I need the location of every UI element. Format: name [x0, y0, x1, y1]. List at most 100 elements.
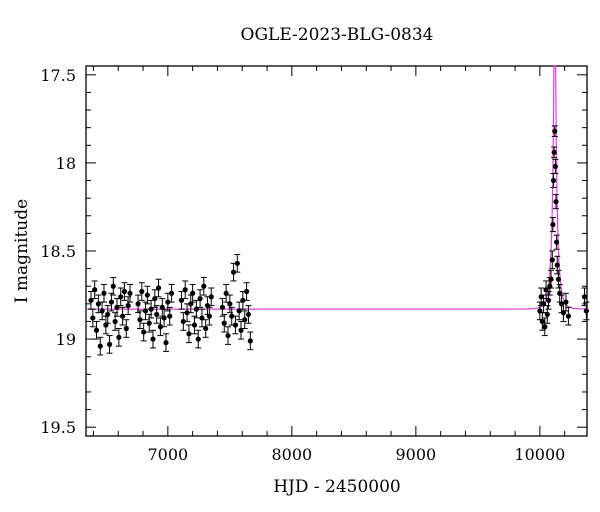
y-tick-label: 17.5: [40, 66, 76, 85]
data-point: [243, 282, 250, 301]
data-point: [162, 333, 169, 352]
data-point: [247, 331, 254, 351]
point-marker: [234, 260, 240, 266]
point-marker: [92, 287, 98, 293]
data-point: [562, 292, 569, 312]
point-marker: [99, 308, 105, 314]
data-point: [157, 317, 164, 337]
point-marker: [195, 336, 201, 342]
point-marker: [550, 177, 557, 184]
data-point: [87, 291, 94, 310]
data-point: [241, 310, 248, 330]
data-point: [168, 283, 175, 303]
x-axis-label: HJD - 2450000: [273, 477, 401, 497]
point-marker: [142, 308, 149, 314]
x-tick-label: 10000: [514, 445, 565, 464]
point-marker: [112, 318, 118, 325]
data-point: [551, 125, 558, 137]
point-marker: [139, 288, 145, 295]
data-point: [93, 320, 100, 340]
point-marker: [545, 297, 552, 303]
point-marker: [242, 317, 248, 323]
data-point: [104, 305, 111, 324]
data-point: [245, 305, 252, 324]
point-marker: [108, 299, 115, 305]
data-point: [219, 298, 226, 317]
y-tick-label: 19: [56, 330, 76, 349]
point-marker: [565, 313, 571, 319]
point-marker: [197, 295, 203, 302]
point-marker: [542, 324, 548, 330]
data-point: [191, 315, 198, 335]
axis-ticks-layer: [86, 66, 587, 436]
data-point: [180, 312, 187, 331]
point-marker: [227, 301, 233, 307]
point-marker: [90, 315, 96, 321]
data-point: [208, 287, 215, 307]
point-marker: [168, 290, 175, 296]
data-point: [189, 283, 196, 303]
y-tick-label: 19.5: [40, 418, 76, 437]
data-point: [185, 324, 192, 344]
point-marker: [206, 313, 212, 319]
data-point: [121, 282, 128, 301]
data-point: [108, 292, 115, 312]
model-curve: [86, 65, 588, 310]
point-marker: [118, 294, 124, 300]
data-point: [202, 319, 209, 338]
data-point: [549, 250, 556, 270]
data-point: [206, 306, 213, 326]
x-tick-label: 7000: [147, 445, 188, 464]
point-marker: [110, 283, 116, 289]
data-point: [553, 234, 560, 250]
point-marker: [221, 320, 227, 326]
point-marker: [182, 287, 188, 293]
chart-title: OGLE-2023-BLG-0834: [241, 25, 434, 45]
point-marker: [203, 325, 209, 332]
point-marker: [550, 221, 556, 228]
data-point: [554, 255, 561, 275]
data-point: [89, 308, 96, 328]
point-marker: [554, 262, 560, 268]
point-marker: [243, 288, 250, 295]
data-point: [140, 322, 147, 342]
point-marker: [184, 310, 190, 316]
data-point: [138, 282, 145, 301]
data-points-layer: [87, 125, 590, 356]
point-marker: [150, 336, 156, 342]
point-marker: [135, 301, 141, 307]
point-marker: [553, 199, 559, 205]
data-point: [153, 305, 160, 324]
point-marker: [247, 338, 253, 344]
data-point: [549, 217, 556, 233]
point-marker: [554, 239, 560, 245]
point-marker: [93, 327, 100, 333]
point-marker: [121, 288, 128, 295]
point-marker: [544, 311, 550, 318]
data-point: [155, 278, 162, 298]
point-marker: [232, 322, 239, 328]
data-point: [238, 320, 245, 340]
data-point: [136, 310, 143, 330]
data-point: [119, 306, 126, 326]
data-point: [161, 308, 168, 328]
data-point: [91, 280, 98, 300]
data-point: [106, 335, 113, 354]
point-marker: [101, 290, 107, 296]
point-marker: [154, 311, 160, 318]
point-marker: [137, 317, 143, 323]
data-point: [200, 276, 207, 296]
point-marker: [127, 290, 133, 296]
data-point: [97, 336, 104, 356]
plot-frame: [85, 65, 588, 437]
point-marker: [563, 299, 569, 305]
point-marker: [106, 341, 113, 347]
point-marker: [141, 329, 147, 335]
point-marker: [190, 290, 196, 296]
point-marker: [157, 324, 164, 330]
point-marker: [549, 257, 555, 263]
point-marker: [219, 304, 226, 310]
point-marker: [191, 322, 198, 328]
point-marker: [230, 269, 237, 275]
